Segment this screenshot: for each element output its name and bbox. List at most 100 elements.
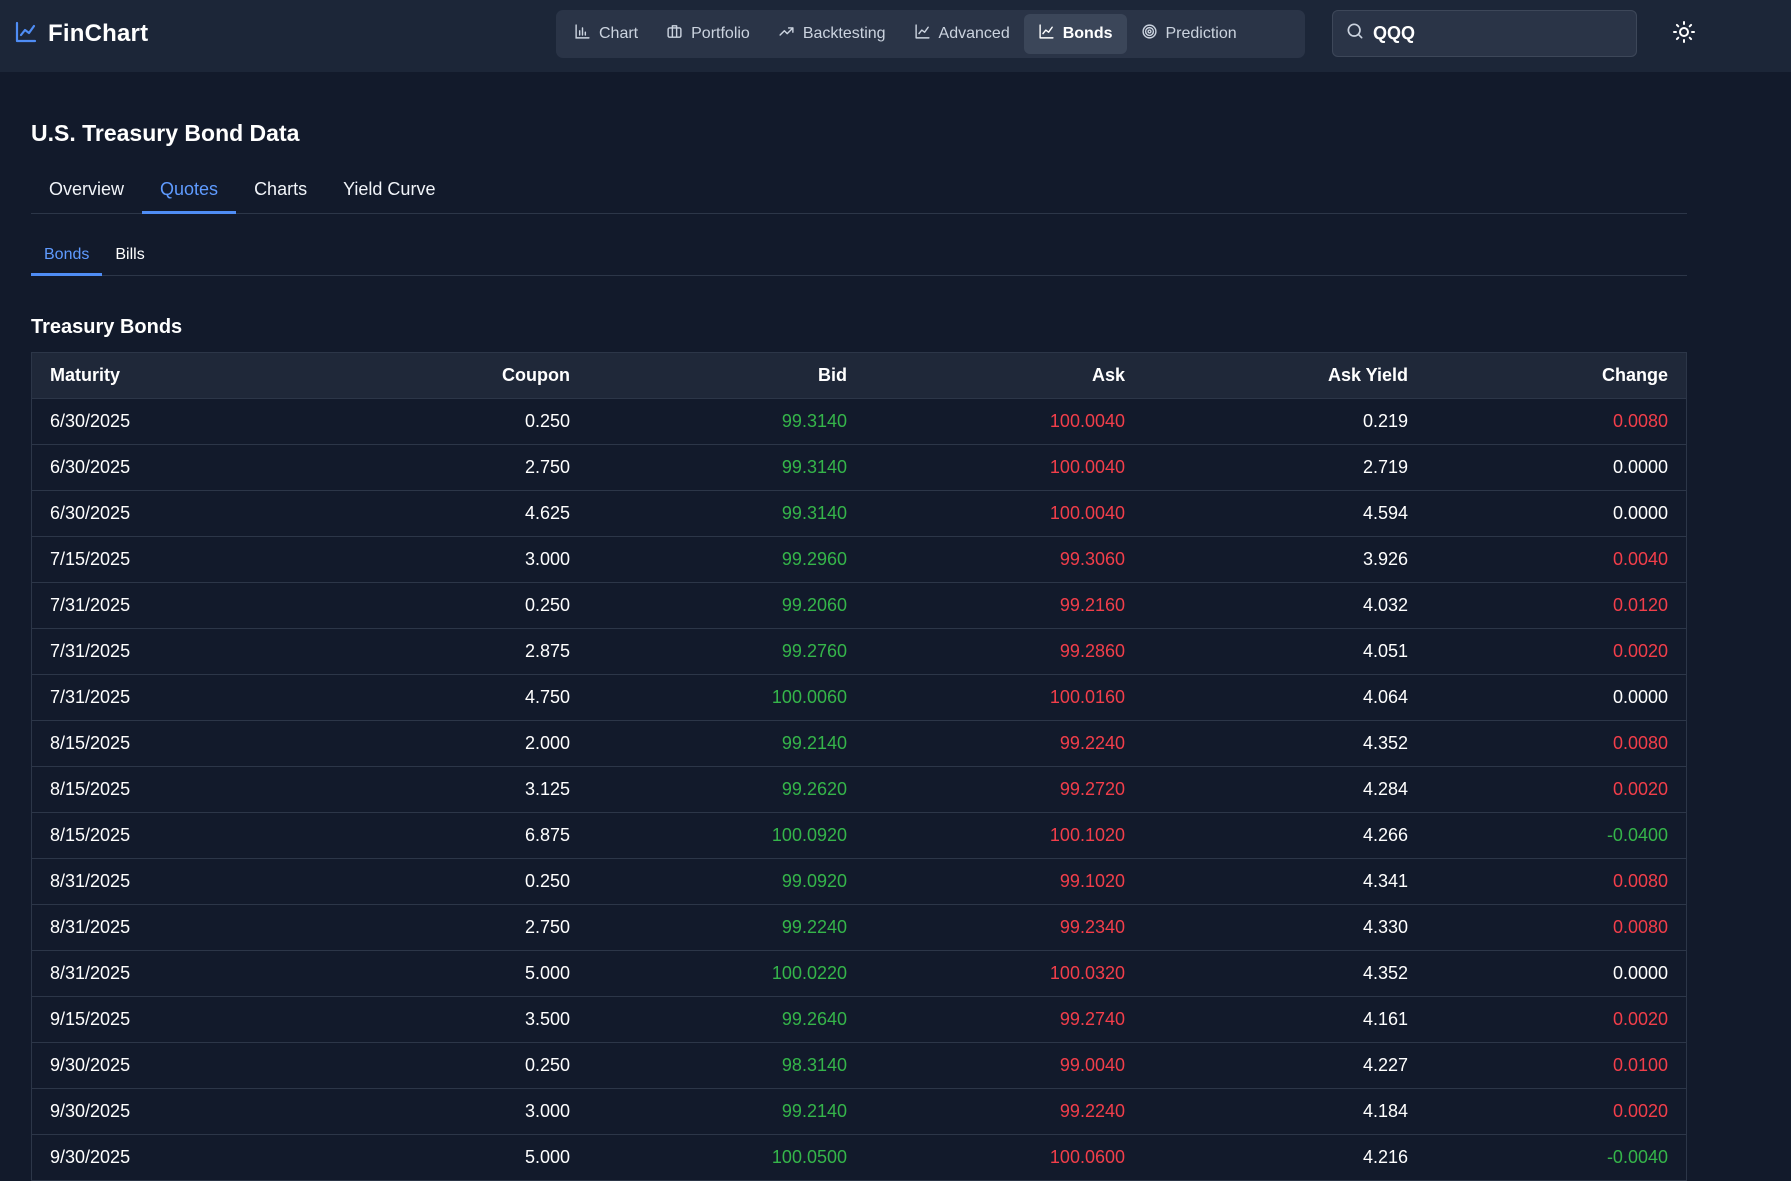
cell-ask-yield: 4.341 — [1143, 858, 1426, 905]
cell-change: 0.0020 — [1426, 628, 1686, 675]
cell-maturity: 8/15/2025 — [32, 812, 328, 859]
table-row[interactable]: 9/30/2025 5.000 100.0500 100.0600 4.216 -0.00… — [32, 1134, 1686, 1181]
cell-coupon: 3.500 — [328, 996, 588, 1043]
nav-item-advanced[interactable]: Advanced — [900, 14, 1024, 54]
table-row[interactable]: 9/15/2025 3.500 99.2640 99.2740 4.161 0.0020 — [32, 996, 1686, 1043]
nav-item-label: Prediction — [1165, 25, 1237, 42]
cell-bid: 99.2140 — [588, 1088, 865, 1135]
tab-quotes[interactable]: Quotes — [142, 170, 237, 214]
tab-charts[interactable]: Charts — [254, 179, 308, 199]
cell-maturity: 8/15/2025 — [32, 720, 328, 767]
nav-item-bonds[interactable]: Bonds — [1023, 14, 1127, 54]
search-icon — [1345, 21, 1365, 46]
cell-maturity: 8/31/2025 — [32, 950, 328, 997]
cell-ask-yield: 4.064 — [1143, 674, 1426, 721]
search-input[interactable] — [1373, 23, 1613, 44]
cell-ask-yield: 4.032 — [1143, 582, 1426, 629]
theme-toggle-button[interactable] — [1672, 20, 1696, 44]
cell-ask: 99.2720 — [865, 766, 1143, 813]
table-row[interactable]: 9/30/2025 0.250 98.3140 99.0040 4.227 0.0100 — [32, 1042, 1686, 1089]
line-chart-icon — [914, 23, 931, 45]
cell-coupon: 6.875 — [328, 812, 588, 859]
table-row[interactable]: 7/15/2025 3.000 99.2960 99.3060 3.926 0.0040 — [32, 536, 1686, 583]
table-row[interactable]: 8/31/2025 2.750 99.2240 99.2340 4.330 0.0080 — [32, 904, 1686, 951]
briefcase-icon — [666, 23, 683, 45]
table-row[interactable]: 6/30/2025 2.750 99.3140 100.0040 2.719 0.0000 — [32, 444, 1686, 491]
nav-item-chart[interactable]: Chart — [560, 14, 652, 54]
subtab-bills[interactable]: Bills — [115, 246, 145, 263]
table-row[interactable]: 8/31/2025 0.250 99.0920 99.1020 4.341 0.0080 — [32, 858, 1686, 905]
cell-ask: 100.0040 — [865, 490, 1143, 537]
cell-ask-yield: 4.227 — [1143, 1042, 1426, 1089]
column-header-change[interactable]: Change — [1426, 353, 1686, 399]
table-row[interactable]: 8/15/2025 6.875 100.0920 100.1020 4.266 -0.04… — [32, 812, 1686, 859]
cell-maturity: 9/30/2025 — [32, 1088, 328, 1135]
cell-coupon: 0.250 — [328, 398, 588, 445]
table-row[interactable]: 7/31/2025 0.250 99.2060 99.2160 4.032 0.0120 — [32, 582, 1686, 629]
cell-change: 0.0000 — [1426, 950, 1686, 997]
cell-bid: 99.3140 — [588, 444, 865, 491]
cell-ask: 100.0160 — [865, 674, 1143, 721]
cell-change: 0.0080 — [1426, 904, 1686, 951]
column-header-ask[interactable]: Ask — [865, 353, 1143, 399]
page-tabs: Overview Quotes Charts Yield Curve — [31, 170, 1687, 214]
cell-ask: 100.0320 — [865, 950, 1143, 997]
column-header-bid[interactable]: Bid — [588, 353, 865, 399]
subtab-bonds[interactable]: Bonds — [31, 240, 103, 276]
cell-change: 0.0000 — [1426, 674, 1686, 721]
nav-item-label: Backtesting — [802, 25, 886, 42]
cell-change: -0.0040 — [1426, 1134, 1686, 1181]
line-chart-icon — [1038, 23, 1055, 45]
table-row[interactable]: 7/31/2025 4.750 100.0060 100.0160 4.064 0.000… — [32, 674, 1686, 721]
nav-item-label: Advanced — [938, 25, 1010, 42]
nav-item-label: Chart — [599, 25, 639, 42]
cell-ask: 100.0040 — [865, 398, 1143, 445]
table-row[interactable]: 7/31/2025 2.875 99.2760 99.2860 4.051 0.0020 — [32, 628, 1686, 675]
cell-coupon: 2.000 — [328, 720, 588, 767]
bar-chart-icon — [574, 23, 591, 45]
cell-bid: 99.2240 — [588, 904, 865, 951]
table-row[interactable]: 6/30/2025 0.250 99.3140 100.0040 0.219 0.0080 — [32, 398, 1686, 445]
tab-yield-curve[interactable]: Yield Curve — [343, 179, 436, 199]
column-header-ask-yield[interactable]: Ask Yield — [1143, 353, 1426, 399]
cell-bid: 100.0060 — [588, 674, 865, 721]
cell-maturity: 6/30/2025 — [32, 490, 328, 537]
cell-maturity: 8/15/2025 — [32, 766, 328, 813]
cell-change: 0.0080 — [1426, 858, 1686, 905]
cell-ask-yield: 4.161 — [1143, 996, 1426, 1043]
cell-maturity: 9/30/2025 — [32, 1134, 328, 1181]
cell-ask: 99.3060 — [865, 536, 1143, 583]
brand[interactable]: FinChart — [14, 18, 148, 50]
cell-coupon: 2.750 — [328, 444, 588, 491]
nav-item-portfolio[interactable]: Portfolio — [652, 14, 764, 54]
cell-ask: 99.2340 — [865, 904, 1143, 951]
cell-bid: 99.2140 — [588, 720, 865, 767]
cell-coupon: 2.750 — [328, 904, 588, 951]
tab-overview[interactable]: Overview — [49, 179, 125, 199]
cell-bid: 99.2960 — [588, 536, 865, 583]
nav-item-backtesting[interactable]: Backtesting — [764, 14, 900, 54]
cell-bid: 100.0220 — [588, 950, 865, 997]
cell-coupon: 4.625 — [328, 490, 588, 537]
table-row[interactable]: 8/15/2025 2.000 99.2140 99.2240 4.352 0.0080 — [32, 720, 1686, 767]
cell-change: 0.0000 — [1426, 490, 1686, 537]
table-row[interactable]: 9/30/2025 3.000 99.2140 99.2240 4.184 0.0020 — [32, 1088, 1686, 1135]
cell-ask-yield: 4.266 — [1143, 812, 1426, 859]
column-header-maturity[interactable]: Maturity — [32, 353, 328, 399]
cell-bid: 100.0500 — [588, 1134, 865, 1181]
cell-ask-yield: 4.051 — [1143, 628, 1426, 675]
cell-coupon: 3.125 — [328, 766, 588, 813]
cell-ask: 100.0040 — [865, 444, 1143, 491]
table-header-row: Maturity Coupon Bid Ask Ask Yield Change — [32, 353, 1686, 399]
cell-ask-yield: 4.284 — [1143, 766, 1426, 813]
cell-maturity: 7/31/2025 — [32, 582, 328, 629]
cell-change: 0.0000 — [1426, 444, 1686, 491]
cell-bid: 99.3140 — [588, 490, 865, 537]
table-row[interactable]: 6/30/2025 4.625 99.3140 100.0040 4.594 0.0000 — [32, 490, 1686, 537]
table-row[interactable]: 8/31/2025 5.000 100.0220 100.0320 4.352 0.000… — [32, 950, 1686, 997]
app-name: FinChart — [48, 20, 149, 47]
cell-ask-yield: 4.352 — [1143, 950, 1426, 997]
nav-item-prediction[interactable]: Prediction — [1127, 14, 1251, 54]
column-header-coupon[interactable]: Coupon — [328, 353, 588, 399]
table-row[interactable]: 8/15/2025 3.125 99.2620 99.2720 4.284 0.0020 — [32, 766, 1686, 813]
